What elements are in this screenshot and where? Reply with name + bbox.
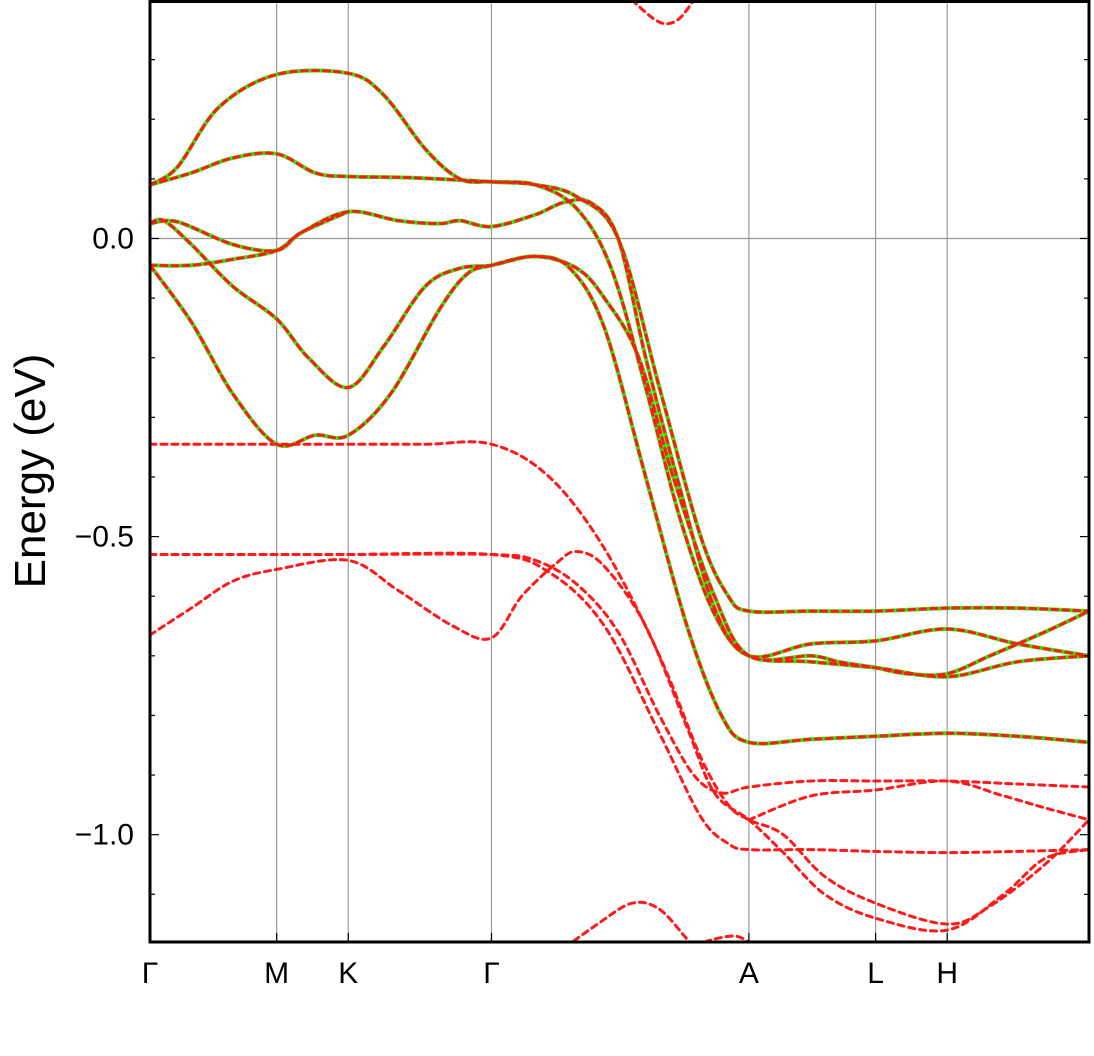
y-axis-label: Energy (eV) [6, 354, 55, 589]
fit-band-5 [150, 254, 1090, 746]
y-tick-label-2: 0.0 [92, 222, 134, 255]
y-tick-label-1: −0.5 [75, 521, 134, 554]
x-tick-label-1: M [264, 957, 289, 990]
reference-band-8 [150, 151, 1090, 679]
reference-band-9 [150, 198, 1090, 659]
bands [150, 0, 1090, 942]
reference-band-14 [150, 551, 1090, 855]
axis-ticks [149, 59, 1089, 942]
x-tick-label-6: H [936, 957, 958, 990]
y-tick-label-0: −1.0 [75, 819, 134, 852]
fit-band-1 [150, 150, 1090, 679]
fit-band-0 [150, 68, 1090, 615]
x-tick-label-0: Γ [142, 957, 159, 990]
reference-band-17 [747, 779, 1090, 822]
x-tick-label-4: A [739, 957, 759, 990]
reference-band-12 [150, 254, 1090, 746]
fit-band-2 [150, 197, 1090, 660]
plot-frame [148, 0, 1091, 944]
x-tick-label-5: L [867, 957, 884, 990]
y-tick-labels: −1.0 −0.5 0.0 [75, 222, 134, 851]
grid-lines [150, 0, 1089, 942]
reference-band-10 [150, 218, 1090, 677]
reference-band-6 [630, 0, 696, 26]
x-tick-label-2: K [338, 957, 358, 990]
reference-band-7 [150, 69, 1090, 614]
x-tick-label-3: Γ [483, 957, 500, 990]
reference-band-11 [150, 210, 350, 268]
reference-band-18 [569, 900, 692, 942]
reference-band-15 [150, 552, 1090, 795]
reference-band-13 [150, 440, 1090, 926]
reference-band-16 [150, 549, 1090, 933]
